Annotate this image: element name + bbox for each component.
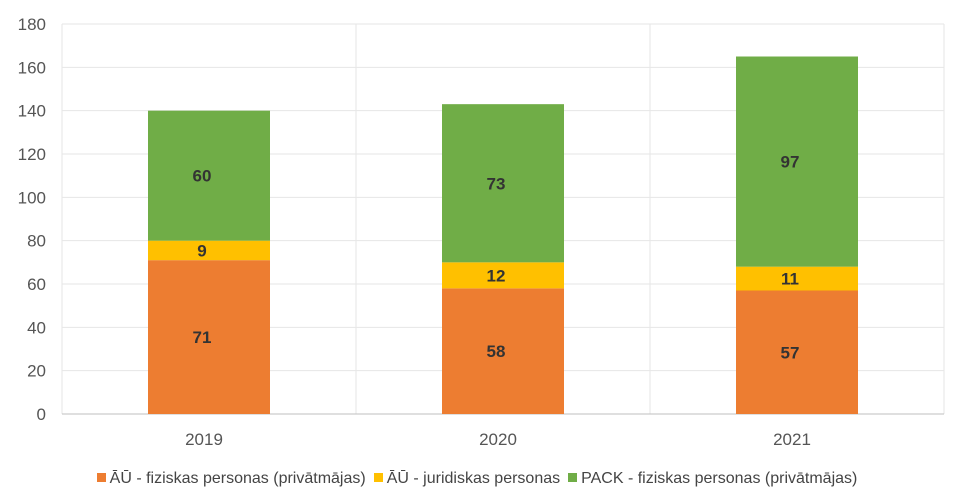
y-tick-label: 20 bbox=[27, 362, 46, 381]
data-label: 73 bbox=[487, 174, 506, 193]
legend-label: ĀŪ - fiziskas personas (privātmājas) bbox=[109, 470, 366, 487]
data-label: 60 bbox=[193, 167, 212, 186]
chart-legend: ĀŪ - fiziskas personas (privātmājas) ĀŪ -… bbox=[0, 470, 954, 488]
bar-segment bbox=[736, 56, 858, 267]
y-tick-label: 140 bbox=[18, 102, 46, 121]
bar-segment bbox=[442, 104, 564, 263]
bar-segment bbox=[442, 262, 564, 289]
x-tick-label: 2020 bbox=[479, 430, 517, 449]
legend-item: ĀŪ - fiziskas personas (privātmājas) bbox=[96, 470, 366, 488]
data-label: 12 bbox=[487, 266, 506, 285]
data-label: 9 bbox=[197, 241, 206, 260]
legend-swatch bbox=[568, 473, 578, 482]
bar-segment bbox=[442, 288, 564, 414]
legend-label: ĀŪ - juridiskas personas bbox=[386, 470, 561, 487]
stacked-bar-chart: 0 20 40 60 80 100 120 140 160 180 71 9 60 2019 58 12 73 2… bbox=[18, 15, 945, 449]
y-tick-label: 180 bbox=[18, 15, 46, 34]
data-label: 97 bbox=[781, 153, 800, 172]
y-tick-label: 80 bbox=[27, 232, 46, 251]
data-label: 11 bbox=[781, 270, 799, 289]
legend-swatch bbox=[373, 473, 383, 482]
bar-segment bbox=[148, 240, 270, 261]
legend-swatch bbox=[96, 473, 106, 482]
data-label: 58 bbox=[487, 342, 506, 361]
x-tick-label: 2019 bbox=[185, 430, 223, 449]
bar-segment bbox=[148, 110, 270, 241]
data-label: 57 bbox=[781, 343, 800, 362]
legend-label: PACK - fiziskas personas (privātmājas) bbox=[581, 470, 858, 487]
data-label: 71 bbox=[193, 328, 212, 347]
y-tick-label: 60 bbox=[27, 275, 46, 294]
y-tick-label: 120 bbox=[18, 145, 46, 164]
bar-segment bbox=[736, 290, 858, 414]
y-tick-label: 100 bbox=[18, 188, 46, 207]
y-tick-label: 40 bbox=[27, 318, 46, 337]
bar-segment bbox=[148, 260, 270, 414]
x-tick-label: 2021 bbox=[773, 430, 811, 449]
y-tick-label: 0 bbox=[37, 405, 46, 424]
bar-segment bbox=[736, 266, 858, 291]
y-tick-label: 160 bbox=[18, 58, 46, 77]
legend-item: PACK - fiziskas personas (privātmājas) bbox=[568, 470, 857, 488]
legend-item: ĀŪ - juridiskas personas bbox=[373, 470, 561, 488]
